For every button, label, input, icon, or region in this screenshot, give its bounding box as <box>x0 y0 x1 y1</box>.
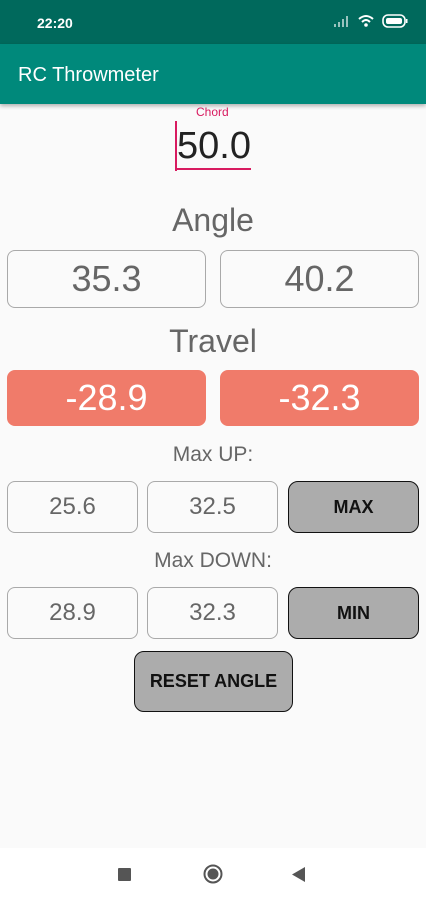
text-cursor <box>175 121 177 171</box>
home-icon[interactable] <box>203 864 223 884</box>
chord-value: 50.0 <box>177 125 251 167</box>
max-up-left-field[interactable]: 25.6 <box>7 481 138 533</box>
navigation-bar <box>0 848 426 900</box>
max-down-right-field[interactable]: 32.3 <box>147 587 278 639</box>
travel-left-field: -28.9 <box>7 370 206 426</box>
angle-left-field[interactable]: 35.3 <box>7 250 206 308</box>
reset-angle-button[interactable]: RESET ANGLE <box>134 651 293 712</box>
wifi-icon <box>358 15 374 27</box>
status-bar: 22:20 <box>0 0 426 44</box>
travel-right-field: -32.3 <box>220 370 419 426</box>
min-button[interactable]: MIN <box>288 587 419 639</box>
angle-heading: Angle <box>172 202 254 238</box>
app-bar: RC Throwmeter <box>0 44 426 104</box>
angle-right-field[interactable]: 40.2 <box>220 250 419 308</box>
battery-icon <box>382 14 408 28</box>
app-title: RC Throwmeter <box>18 64 159 86</box>
status-icons <box>334 14 408 28</box>
chord-label: Chord <box>196 105 229 119</box>
chord-input[interactable]: 50.0 <box>175 121 251 171</box>
back-icon[interactable] <box>292 867 306 882</box>
recents-icon[interactable] <box>118 868 131 881</box>
max-button[interactable]: MAX <box>288 481 419 533</box>
status-time: 22:20 <box>37 15 73 31</box>
max-down-heading: Max DOWN: <box>154 549 272 572</box>
max-up-right-field[interactable]: 32.5 <box>147 481 278 533</box>
travel-heading: Travel <box>169 323 257 359</box>
signal-icon <box>334 16 348 27</box>
max-down-left-field[interactable]: 28.9 <box>7 587 138 639</box>
max-up-heading: Max UP: <box>172 443 254 466</box>
